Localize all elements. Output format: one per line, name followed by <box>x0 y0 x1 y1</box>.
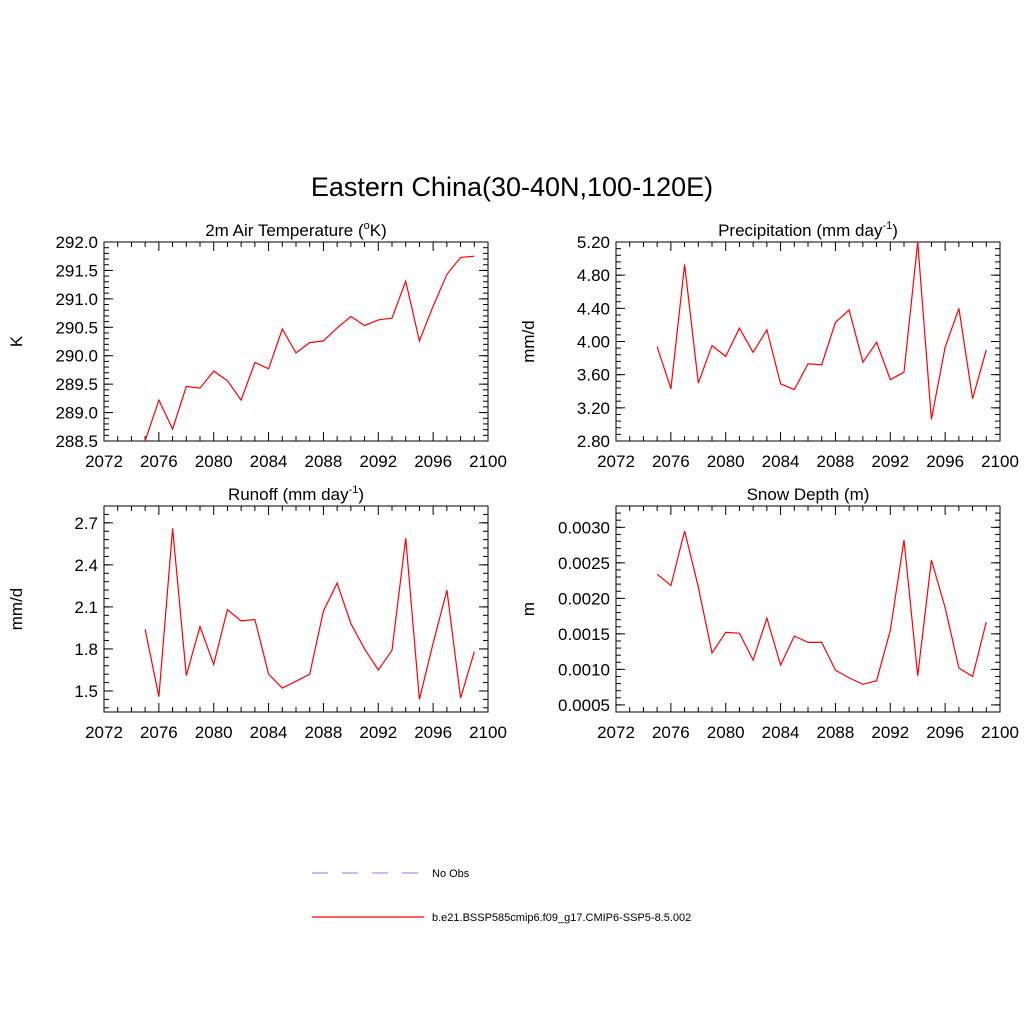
y-tick-label: 291.0 <box>55 290 98 309</box>
panel-title-main: Precipitation (mm day <box>718 221 883 240</box>
y-axis-label: K <box>7 335 26 347</box>
x-tick-label: 2096 <box>414 723 452 742</box>
x-tick-label: 2100 <box>981 723 1019 742</box>
panel-title: Precipitation (mm day-1) <box>718 220 898 240</box>
y-tick-label: 5.20 <box>577 233 610 252</box>
x-tick-label: 2100 <box>469 452 507 471</box>
x-tick-label: 2072 <box>597 452 635 471</box>
y-axis-label: m <box>519 602 538 616</box>
panel-title-superscript: -1 <box>882 220 892 232</box>
panel-title-main: Runoff (mm day <box>228 485 349 504</box>
y-tick-label: 2.4 <box>74 556 98 575</box>
x-tick-label: 2080 <box>195 452 233 471</box>
legend-label-2: b.e21.BSSP585cmip6.f09_g17.CMIP6-SSP5-8.… <box>432 912 691 924</box>
x-tick-label: 2096 <box>414 452 452 471</box>
x-tick-label: 2080 <box>707 452 745 471</box>
panel-title: 2m Air Temperature (oK) <box>205 220 387 240</box>
panel-title-superscript: o <box>364 220 370 232</box>
x-tick-label: 2088 <box>817 723 855 742</box>
y-axis-label: mm/d <box>519 320 538 363</box>
x-tick-label: 2096 <box>926 452 964 471</box>
x-tick-label: 2092 <box>359 723 397 742</box>
y-tick-label: 0.0030 <box>558 518 610 537</box>
panel-title: Runoff (mm day-1) <box>228 484 364 504</box>
y-tick-label: 292.0 <box>55 233 98 252</box>
y-tick-label: 290.5 <box>55 318 98 337</box>
y-tick-label: 288.5 <box>55 432 98 451</box>
y-tick-label: 4.00 <box>577 333 610 352</box>
x-tick-label: 2092 <box>871 452 909 471</box>
x-tick-label: 2084 <box>250 723 288 742</box>
series-line-1 <box>144 528 475 700</box>
plot-frame <box>615 241 1001 442</box>
panel-title-tail: ) <box>892 221 898 240</box>
x-tick-label: 2080 <box>707 723 745 742</box>
y-tick-label: 3.20 <box>577 399 610 418</box>
y-tick-label: 4.80 <box>577 266 610 285</box>
chart-panel-2: Precipitation (mm day-1) mm/d 2072 2076 2080… <box>519 220 1019 471</box>
panel-title-tail: ) <box>358 485 364 504</box>
chart-panels: 2m Air Temperature (oK) K 2072 2076 2080 2084… <box>7 220 1019 742</box>
y-tick-label: 290.0 <box>55 347 98 366</box>
y-tick-label: 0.0015 <box>558 625 610 644</box>
y-tick-label: 291.5 <box>55 261 98 280</box>
panel-title-superscript: -1 <box>349 484 359 496</box>
panel-title-main: 2m Air Temperature ( <box>205 221 364 240</box>
series-line-1 <box>656 530 987 685</box>
x-tick-label: 2084 <box>762 723 800 742</box>
x-tick-label: 2092 <box>871 723 909 742</box>
legend-label-1: No Obs <box>432 868 470 880</box>
x-tick-label: 2072 <box>597 723 635 742</box>
y-tick-label: 4.40 <box>577 299 610 318</box>
x-tick-label: 2088 <box>305 452 343 471</box>
x-tick-label: 2092 <box>359 452 397 471</box>
x-tick-label: 2088 <box>817 452 855 471</box>
x-tick-label: 2076 <box>652 452 690 471</box>
main-title: Eastern China(30-40N,100-120E) <box>311 172 713 202</box>
chart-panel-4: Snow Depth (m) m 2072 2076 2080 2084 2088 2092 2… <box>519 485 1019 742</box>
y-tick-label: 289.5 <box>55 375 98 394</box>
y-tick-label: 289.0 <box>55 404 98 423</box>
y-tick-label: 0.0005 <box>558 696 610 715</box>
x-tick-label: 2084 <box>250 452 288 471</box>
y-tick-label: 0.0020 <box>558 589 610 608</box>
y-tick-label: 2.80 <box>577 432 610 451</box>
x-tick-label: 2076 <box>140 723 178 742</box>
x-tick-label: 2100 <box>981 452 1019 471</box>
x-tick-label: 2076 <box>140 452 178 471</box>
x-tick-label: 2076 <box>652 723 690 742</box>
x-tick-label: 2072 <box>85 452 123 471</box>
plot-frame <box>103 241 489 442</box>
y-tick-label: 0.0025 <box>558 554 610 573</box>
x-tick-label: 2084 <box>762 452 800 471</box>
chart-panel-1: 2m Air Temperature (oK) K 2072 2076 2080 2084… <box>7 220 507 471</box>
series-line-1 <box>144 255 475 442</box>
panel-title: Snow Depth (m) <box>747 485 870 504</box>
plot-frame <box>615 505 1001 713</box>
y-tick-label: 0.0010 <box>558 660 610 679</box>
x-tick-label: 2100 <box>469 723 507 742</box>
x-tick-label: 2080 <box>195 723 233 742</box>
y-tick-label: 1.5 <box>74 682 98 701</box>
panel-title-tail: K) <box>370 221 387 240</box>
y-axis-label: mm/d <box>7 588 26 631</box>
chart-panel-3: Runoff (mm day-1) mm/d 2072 2076 2080 2084 208… <box>7 484 507 742</box>
series-line-1 <box>656 241 987 420</box>
x-tick-label: 2072 <box>85 723 123 742</box>
y-tick-label: 2.1 <box>74 598 98 617</box>
y-tick-label: 3.60 <box>577 366 610 385</box>
y-tick-label: 2.7 <box>74 514 98 533</box>
x-tick-label: 2096 <box>926 723 964 742</box>
y-tick-label: 1.8 <box>74 640 98 659</box>
legend: No Obs b.e21.BSSP585cmip6.f09_g17.CMIP6-S… <box>312 868 691 924</box>
x-tick-label: 2088 <box>305 723 343 742</box>
panel-title-main: Snow Depth (m) <box>747 485 870 504</box>
